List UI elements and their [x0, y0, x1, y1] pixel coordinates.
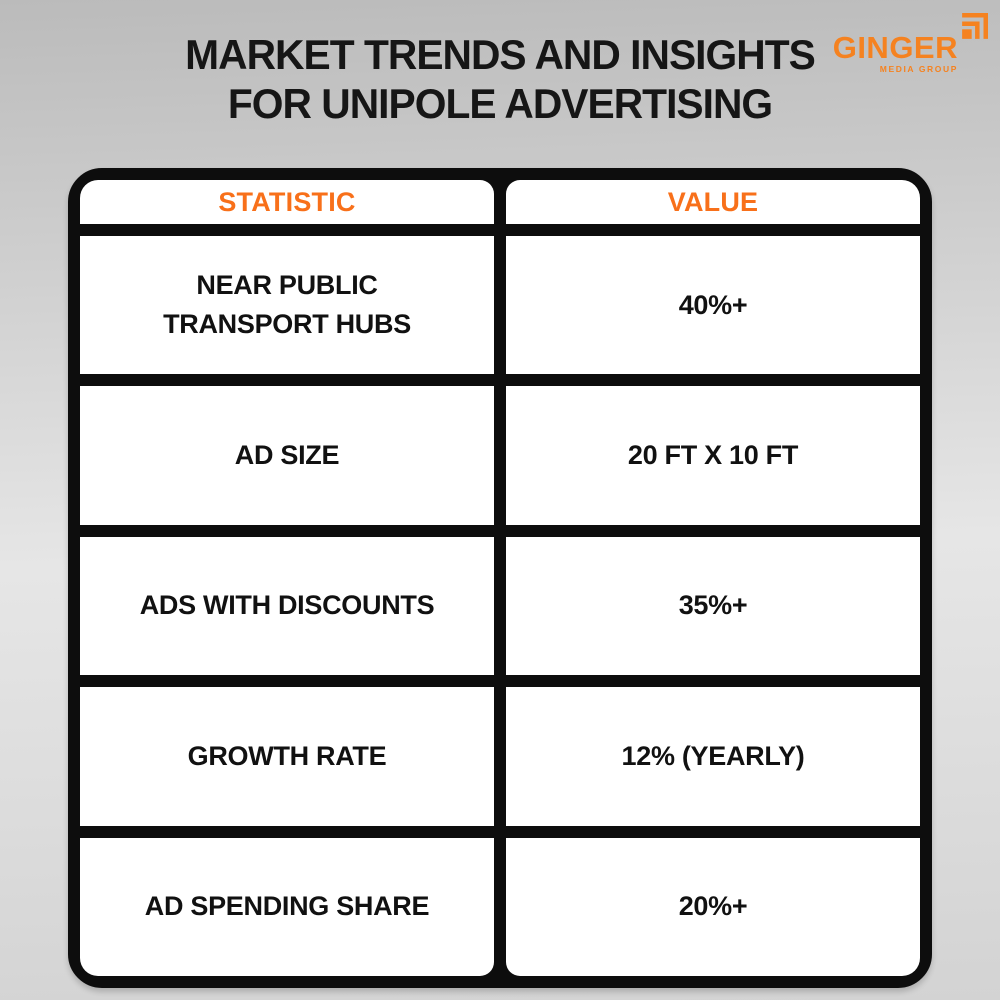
table-row-value: 12% (YEARLY) [506, 687, 920, 826]
table-row-value: 35%+ [506, 536, 920, 676]
table-row-statistic: AD SIZE [80, 386, 494, 525]
table-row-statistic: AD SPENDING SHARE [80, 837, 494, 976]
table-row-value: 40%+ [506, 236, 920, 375]
ginger-media-group-logo: GINGER MEDIA GROUP [833, 13, 988, 74]
column-header-value: VALUE [506, 180, 920, 224]
page-title-line-2: FOR UNIPOLE ADVERTISING [227, 80, 773, 127]
table-row-value: 20%+ [506, 837, 920, 976]
column-header-statistic: STATISTIC [80, 180, 494, 224]
nested-corners-icon [962, 13, 988, 39]
table-row-statistic: GROWTH RATE [80, 687, 494, 826]
page-title-line-1: MARKET TRENDS AND INSIGHTS [185, 31, 816, 78]
logo-subtitle: MEDIA GROUP [879, 64, 958, 74]
table-row-statistic: NEAR PUBLIC TRANSPORT HUBS [80, 236, 494, 375]
page-title: MARKET TRENDS AND INSIGHTS FOR UNIPOLE A… [0, 30, 1000, 128]
statistics-table: STATISTIC VALUE NEAR PUBLIC TRANSPORT HU… [68, 168, 932, 988]
table-row-value: 20 FT X 10 FT [506, 386, 920, 525]
table-row-statistic: ADS WITH DISCOUNTS [80, 536, 494, 676]
logo-name: GINGER [832, 30, 958, 65]
